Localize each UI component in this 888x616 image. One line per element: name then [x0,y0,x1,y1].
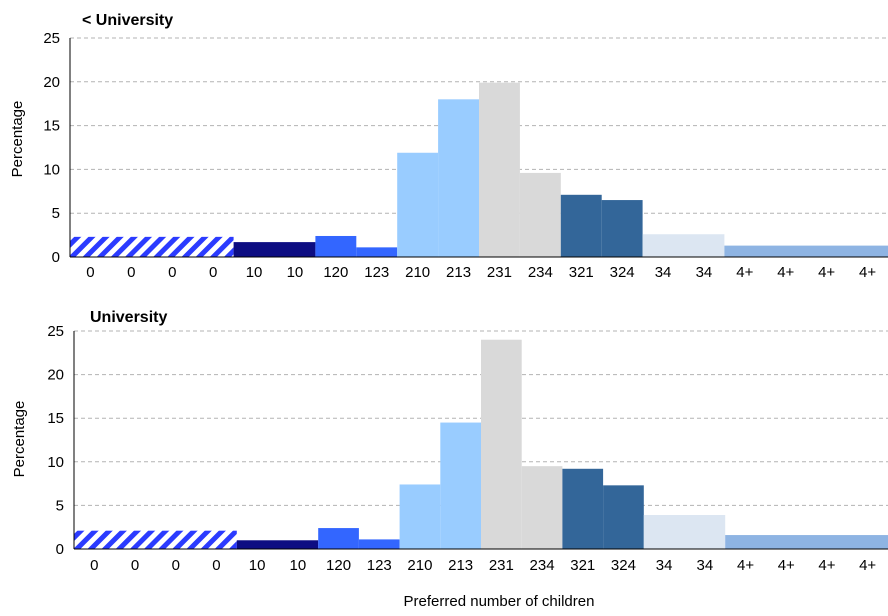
x-tick-label: 0 [127,264,135,281]
x-tick-label: 4+ [818,557,835,574]
x-tick-label: 34 [656,557,673,574]
y-tick-label: 25 [43,30,60,47]
x-tick-label: 34 [696,264,713,281]
y-axis-label: Percentage [11,401,28,478]
bar-234 [521,466,563,549]
x-tick-label: 10 [290,557,307,574]
bar-0 [70,236,234,257]
x-tick-label: 0 [86,264,94,281]
x-axis-label: Preferred number of children [404,593,595,610]
bar-213 [438,99,479,257]
bar-123 [356,247,398,257]
x-tick-label: 210 [405,264,430,281]
bar-120 [318,528,359,549]
y-tick-label: 10 [47,454,64,471]
x-tick-label: 324 [610,264,635,281]
bar-4plus [724,245,888,257]
x-tick-label: 210 [407,557,432,574]
y-tick-label: 0 [52,249,60,266]
bar-324 [601,200,643,257]
x-tick-label: 4+ [859,557,876,574]
bar-234 [519,172,561,257]
x-tick-label: 0 [90,557,98,574]
x-tick-label: 4+ [818,264,835,281]
y-tick-label: 25 [47,323,64,340]
x-tick-label: 0 [209,264,217,281]
x-tick-label: 123 [367,557,392,574]
y-tick-label: 5 [52,205,60,222]
x-tick-label: 234 [530,557,555,574]
bar-10 [233,242,316,257]
panel-university: University Percentage 0 5 10 15 20 25 0 0 0 0 10 1… [11,309,888,610]
panel-title: University [90,309,167,326]
x-tick-label: 231 [489,557,514,574]
y-tick-label: 5 [56,497,64,514]
panel-title: < University [82,12,173,29]
x-tick-label: 0 [172,557,180,574]
panel-less-than-university: < University Percentage 0 5 10 15 20 25 0 0 0 0 1… [9,12,888,281]
x-tick-label: 34 [697,557,714,574]
y-axis-label: Percentage [9,101,26,178]
y-tick-labels: 0 5 10 15 20 25 [47,323,64,558]
y-tick-label: 20 [47,367,64,384]
x-tick-label: 10 [287,264,304,281]
x-tick-label: 4+ [777,264,794,281]
y-tick-label: 20 [43,74,60,91]
bar-210 [397,152,439,257]
bar-321 [562,468,604,549]
x-tick-label: 0 [168,264,176,281]
bar-34 [643,514,726,549]
x-tick-label: 123 [364,264,389,281]
bar-210 [399,484,441,549]
x-tick-label: 213 [448,557,473,574]
x-tick-labels: 0 0 0 0 10 10 120 123 210 213 231 234 321 324 34 34 4+ 4+… [86,264,876,281]
x-tick-label: 4+ [737,557,754,574]
x-tick-label: 231 [487,264,512,281]
bar-321 [560,194,602,257]
bar-231 [481,339,522,549]
x-tick-label: 324 [611,557,636,574]
bars [70,82,888,258]
y-tick-labels: 0 5 10 15 20 25 [43,30,60,266]
bar-231 [479,82,520,258]
bar-213 [440,422,481,549]
bar-0 [74,530,237,549]
y-tick-label: 15 [43,118,60,135]
x-tick-label: 321 [570,557,595,574]
y-tick-label: 15 [47,410,64,427]
x-tick-label: 234 [528,264,553,281]
bar-123 [358,539,400,549]
x-tick-label: 4+ [859,264,876,281]
y-tick-label: 10 [43,161,60,178]
x-tick-label: 10 [249,557,266,574]
bar-10 [236,540,319,549]
x-tick-label: 4+ [778,557,795,574]
bar-34 [642,234,725,257]
x-tick-labels: 0 0 0 0 10 10 120 123 210 213 231 234 321 324 34 34 4+ 4+… [90,557,876,574]
x-tick-label: 120 [323,264,348,281]
x-tick-label: 213 [446,264,471,281]
x-tick-label: 10 [246,264,263,281]
bar-120 [315,235,357,257]
bars [74,339,888,549]
bar-4plus [725,535,888,549]
x-tick-label: 4+ [736,264,753,281]
x-tick-label: 0 [212,557,220,574]
x-tick-label: 34 [655,264,672,281]
x-tick-label: 0 [131,557,139,574]
x-tick-label: 321 [569,264,594,281]
x-tick-label: 120 [326,557,351,574]
bar-324 [603,485,644,549]
y-tick-label: 0 [56,541,64,558]
